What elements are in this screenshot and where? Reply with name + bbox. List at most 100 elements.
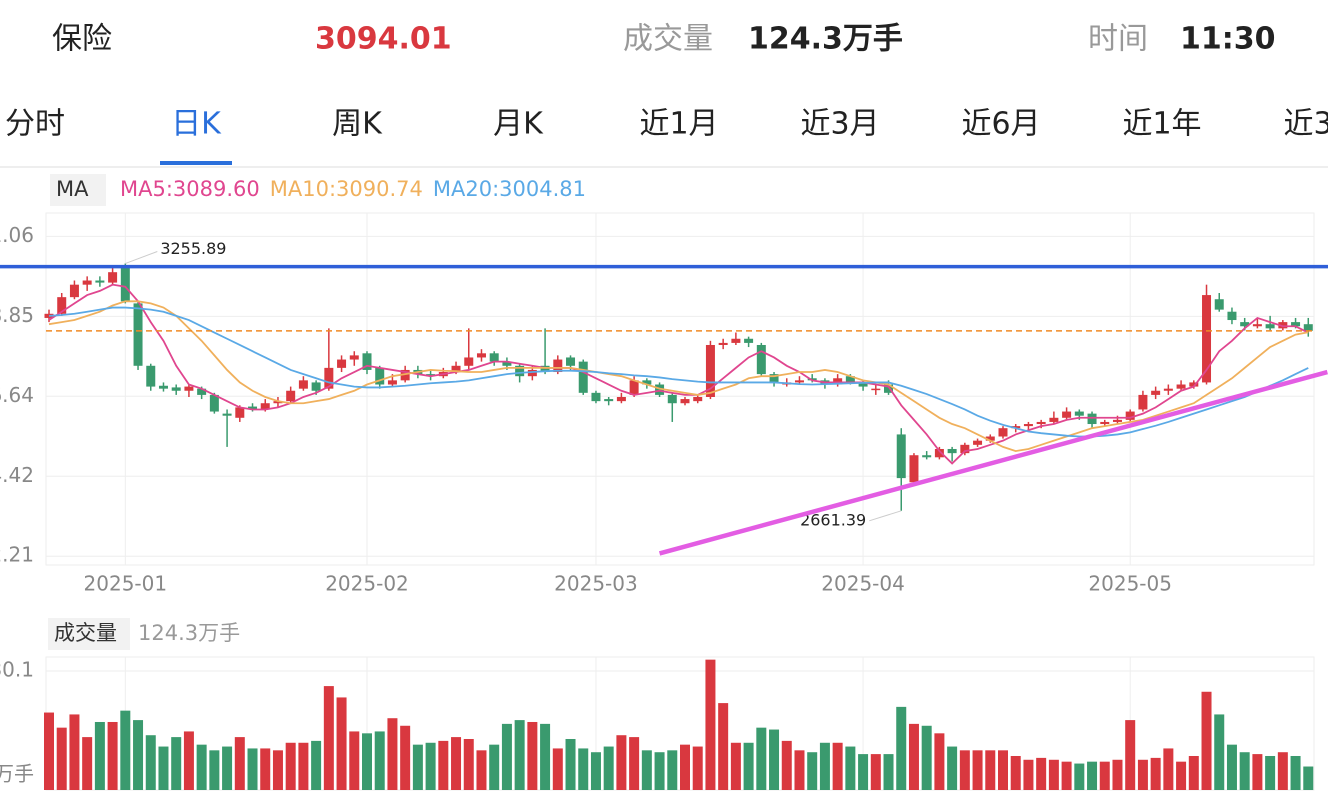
volume-bar	[1036, 757, 1047, 790]
volume-bar	[1239, 752, 1250, 790]
volume-bar	[680, 744, 690, 790]
candle-body	[426, 374, 436, 377]
volume-bar	[590, 752, 601, 790]
candle-body	[515, 365, 525, 377]
volume-bar	[285, 742, 296, 790]
volume-bar	[578, 748, 589, 790]
volume-bar	[552, 748, 563, 790]
candle-body	[1062, 411, 1072, 418]
volume-bar	[896, 706, 907, 790]
candle-body	[845, 376, 855, 383]
volume-bar	[323, 686, 334, 790]
volume-bar	[807, 752, 818, 790]
y-tick-label: 2552.21	[0, 543, 34, 567]
volume-bar	[183, 731, 194, 790]
x-tick-label: 2025-02	[325, 572, 409, 596]
volume-bar	[972, 750, 983, 790]
volume-bar	[107, 721, 118, 790]
tab[interactable]: 周K	[332, 107, 383, 142]
volume-bar	[222, 746, 233, 790]
volume-bar	[692, 746, 703, 790]
tab[interactable]: 近6月	[961, 107, 1040, 142]
volume-bar	[959, 750, 970, 790]
candle-body	[235, 407, 245, 418]
candle-body	[311, 382, 321, 391]
candle-body	[400, 369, 410, 381]
volume-bar	[641, 750, 652, 790]
candle-body	[718, 342, 728, 345]
candle-body	[375, 367, 385, 385]
candle-body	[1189, 382, 1199, 387]
tab[interactable]: 近1年	[1122, 107, 1201, 142]
tab[interactable]: 日K	[171, 107, 222, 142]
volume-title: 成交量	[54, 621, 117, 645]
volume-bar	[1125, 720, 1136, 790]
volume-bar	[1137, 759, 1148, 790]
y-tick-label: 3128.85	[0, 303, 34, 327]
volume-bar	[1214, 714, 1225, 790]
volume-bar	[82, 737, 93, 790]
volume-bar	[247, 748, 258, 790]
volume-bar	[1074, 763, 1085, 790]
volume-bar	[412, 744, 423, 790]
candle-body	[248, 406, 258, 410]
tab[interactable]: 近1月	[639, 107, 718, 142]
candle-body	[667, 394, 677, 404]
tab[interactable]: 近3年	[1283, 107, 1328, 142]
candle-body	[1138, 394, 1148, 410]
volume-box	[48, 618, 130, 650]
ma-box	[50, 174, 106, 206]
candle-body	[82, 280, 92, 285]
volume-bar	[883, 754, 894, 790]
volume-bar	[654, 752, 665, 790]
candle-body	[1240, 322, 1250, 327]
annotation-leader	[869, 510, 902, 522]
candle-body	[1252, 324, 1262, 327]
volume-bar	[616, 735, 627, 790]
tab[interactable]: 分时	[5, 107, 65, 142]
candle-body	[960, 444, 970, 454]
volume-bar	[1150, 757, 1161, 790]
candle-body	[680, 399, 690, 404]
volume-bar	[845, 746, 856, 790]
candle-body	[705, 344, 715, 397]
volume-bar	[985, 750, 996, 790]
tab[interactable]: 近3月	[800, 107, 879, 142]
volume-bar	[1176, 761, 1187, 790]
tab[interactable]: 月K	[493, 107, 544, 142]
legend-entry: MA10:3090.74	[270, 177, 423, 201]
candle-body	[146, 365, 156, 387]
candle-body	[985, 436, 995, 441]
volume-bar	[387, 718, 398, 790]
candle-body	[769, 374, 779, 383]
candle-body	[998, 428, 1008, 437]
annotation: 3255.89	[160, 239, 226, 258]
candle-body	[591, 392, 601, 402]
candle-body	[756, 344, 766, 375]
volume-bar	[730, 742, 741, 790]
volume-bar	[1265, 755, 1276, 790]
candle-body	[731, 338, 741, 343]
candle-body	[337, 359, 347, 368]
y-tick-label: 2744.42	[0, 463, 34, 487]
volume: 124.3万手	[748, 22, 903, 57]
stock-name: 保险	[52, 22, 112, 57]
candle-body	[502, 361, 512, 366]
candle-body	[540, 365, 550, 373]
candle-body	[1011, 426, 1021, 429]
candle-body	[387, 380, 397, 385]
volume-bar	[934, 733, 945, 790]
volume-bar	[1061, 761, 1072, 790]
volume-bar	[819, 742, 830, 790]
volume-bar	[1226, 744, 1237, 790]
volume-bar	[1112, 759, 1123, 790]
candle-body	[120, 268, 130, 302]
candle-body	[693, 396, 703, 402]
tab-underline	[160, 161, 232, 165]
volume-bar	[870, 754, 881, 790]
candle-body	[69, 284, 79, 298]
candle-body	[578, 361, 588, 393]
volume-label: 成交量	[623, 22, 713, 57]
volume-bar	[145, 735, 156, 790]
